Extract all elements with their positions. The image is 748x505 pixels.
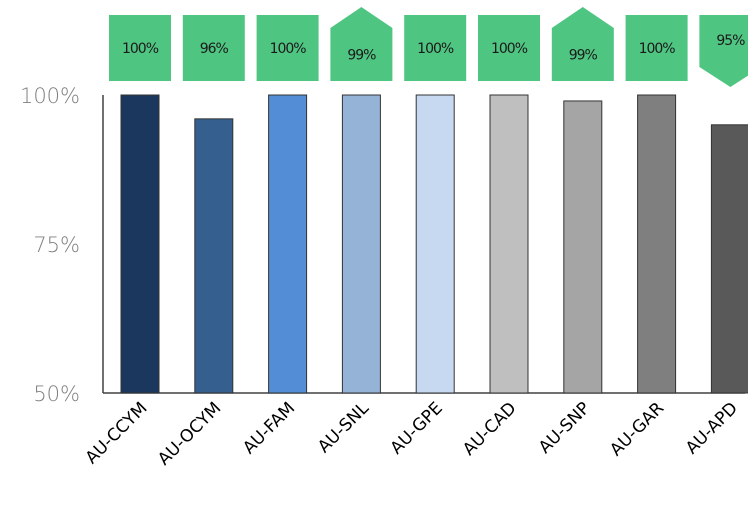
category-label: AU-APD xyxy=(682,398,742,458)
category-label: AU-SNP xyxy=(535,398,594,457)
bar xyxy=(341,94,381,394)
y-tick-label: 100% xyxy=(20,84,80,108)
category-label: AU-GAR xyxy=(606,398,668,460)
data-label-callout xyxy=(182,15,245,81)
bar xyxy=(489,94,529,394)
category-label: AU-FAM xyxy=(239,398,299,458)
data-label: 100% xyxy=(122,41,159,57)
category-label: AU-SNL xyxy=(314,398,373,457)
data-label-callout xyxy=(625,15,688,81)
data-label: 96% xyxy=(200,41,229,57)
bar xyxy=(710,124,748,394)
category-label: AU-CCYM xyxy=(82,398,152,468)
data-label: 99% xyxy=(569,48,598,64)
bar xyxy=(563,100,603,394)
bar xyxy=(194,118,234,394)
data-label: 100% xyxy=(270,41,307,57)
data-label-callout xyxy=(404,15,467,81)
bar xyxy=(120,94,160,394)
data-label-callout xyxy=(256,15,319,81)
data-label: 100% xyxy=(417,41,454,57)
data-label-callout xyxy=(109,15,171,81)
y-tick-label: 75% xyxy=(33,233,80,257)
bar xyxy=(268,94,308,394)
data-label-callout xyxy=(699,15,748,87)
category-label: AU-CAD xyxy=(459,398,520,459)
data-label-callout xyxy=(478,15,540,81)
bar xyxy=(415,94,455,394)
data-label-callout xyxy=(551,7,614,81)
data-label: 100% xyxy=(639,41,676,57)
category-label: AU-OCYM xyxy=(154,398,225,469)
category-label: AU-GPE xyxy=(387,398,447,458)
data-label-callout xyxy=(330,7,393,81)
data-label: 100% xyxy=(491,41,528,57)
data-label: 95% xyxy=(716,33,745,49)
y-tick-label: 50% xyxy=(33,382,80,406)
data-label: 99% xyxy=(347,48,376,64)
bar xyxy=(637,94,677,394)
